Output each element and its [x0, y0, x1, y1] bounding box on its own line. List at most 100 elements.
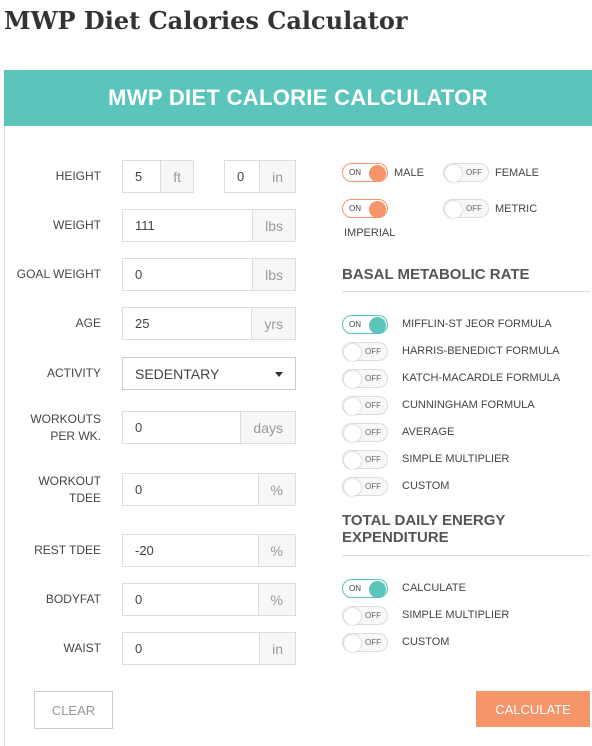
toggle-knob — [369, 165, 386, 182]
option-label: CUSTOM — [402, 636, 450, 648]
toggle-label: MALE — [394, 167, 424, 179]
toggle-state: ON — [349, 584, 361, 593]
clear-button[interactable]: CLEAR — [34, 691, 113, 729]
unit-addon: % — [257, 535, 295, 566]
option-label: MIFFLIN-ST JEOR FORMULA — [402, 318, 552, 330]
option-label: CUSTOM — [402, 480, 450, 492]
option-label: HARRIS-BENEDICT FORMULA — [402, 345, 560, 357]
input-value: 0 — [135, 592, 143, 607]
input-value: 5 — [135, 169, 143, 184]
toggle-knob — [344, 608, 361, 625]
field-label: ACTIVITY — [46, 366, 101, 380]
toggle-knob — [445, 165, 462, 182]
option-label: CUNNINGHAM FORMULA — [402, 399, 535, 411]
toggle[interactable]: OFF — [443, 199, 489, 218]
option-label: AVERAGE — [402, 426, 455, 438]
toggle-knob — [344, 635, 361, 652]
toggle-state: OFF — [365, 482, 381, 491]
unit-addon: ft — [160, 161, 193, 192]
toggle[interactable]: OFF — [342, 342, 388, 361]
toggle[interactable]: ON — [342, 579, 388, 598]
input[interactable]: 0% — [122, 583, 296, 616]
toggle-state: ON — [349, 204, 361, 213]
unit-addon: lbs — [252, 210, 295, 241]
toggle-state: OFF — [365, 428, 381, 437]
input[interactable]: 25 yrs — [122, 307, 296, 340]
field-label: BODYFAT — [45, 592, 101, 606]
input[interactable]: 0 days — [122, 411, 296, 444]
input[interactable]: 5 ft — [122, 160, 194, 193]
toggle-knob — [344, 452, 361, 469]
toggle[interactable]: OFF — [342, 606, 388, 625]
option-label: SIMPLE MULTIPLIER — [402, 609, 510, 621]
input-value: 0 — [237, 169, 245, 184]
select-value: SEDENTARY — [135, 365, 220, 382]
toggle-knob — [344, 425, 361, 442]
input[interactable]: 0 lbs — [122, 258, 296, 291]
field-label: WEIGHT — [53, 218, 101, 232]
field-label: WAIST — [63, 641, 101, 655]
caret — [275, 372, 283, 377]
page-title: MWP Diet Calories Calculator — [4, 6, 408, 35]
toggle[interactable]: OFF — [342, 633, 388, 652]
select[interactable]: SEDENTARY — [122, 357, 296, 390]
section-title: BASAL METABOLIC RATE — [342, 266, 530, 283]
field-label: HEIGHT — [55, 169, 101, 183]
toggle-state: OFF — [365, 455, 381, 464]
calculator-panel — [4, 126, 592, 746]
calculator-header: MWP DIET CALORIE CALCULATOR — [4, 70, 592, 126]
toggle-state: OFF — [466, 168, 482, 177]
toggle[interactable]: OFF — [443, 163, 489, 182]
toggle-knob — [344, 398, 361, 415]
toggle-state: ON — [349, 168, 361, 177]
toggle-state: OFF — [365, 347, 381, 356]
input-value: -20 — [135, 543, 154, 558]
input-value: 0 — [135, 482, 143, 497]
toggle-knob — [344, 371, 361, 388]
field-label: WORKOUT TDEE — [38, 473, 101, 505]
toggle-state: OFF — [365, 638, 381, 647]
toggle-knob — [445, 201, 462, 218]
field-label: AGE — [75, 316, 101, 330]
toggle-state: OFF — [466, 204, 482, 213]
section-rule — [342, 291, 590, 292]
input-value: 0 — [135, 267, 143, 282]
toggle[interactable]: OFF — [342, 423, 388, 442]
toggle-state: OFF — [365, 401, 381, 410]
toggle[interactable]: OFF — [342, 477, 388, 496]
toggle[interactable]: ON — [342, 163, 388, 182]
unit-addon: in — [259, 633, 295, 664]
toggle[interactable]: ON — [342, 315, 388, 334]
toggle-label: METRIC — [495, 203, 538, 215]
toggle[interactable]: OFF — [342, 396, 388, 415]
toggle-knob — [344, 344, 361, 361]
option-label: SIMPLE MULTIPLIER — [402, 453, 510, 465]
toggle-state: ON — [349, 320, 361, 329]
toggle-knob — [344, 479, 361, 496]
option-label: KATCH-MACARDLE FORMULA — [402, 372, 561, 384]
input[interactable]: 0% — [122, 473, 296, 506]
toggle-label: IMPERIAL — [344, 227, 396, 239]
input-value: 111 — [135, 218, 155, 233]
field-label: REST TDEE — [34, 543, 101, 557]
toggle-knob — [369, 581, 386, 598]
section-title: TOTAL DAILY ENERGY EXPENDITURE — [342, 512, 506, 546]
input[interactable]: 111 lbs — [122, 209, 296, 242]
section-rule — [342, 555, 590, 556]
unit-addon: yrs — [251, 308, 295, 339]
input-value: 0 — [135, 641, 143, 656]
input[interactable]: 0 in — [224, 160, 296, 193]
unit-addon: in — [259, 161, 295, 192]
toggle[interactable]: OFF — [342, 369, 388, 388]
toggle[interactable]: OFF — [342, 450, 388, 469]
input[interactable]: -20% — [122, 534, 296, 567]
option-label: CALCULATE — [402, 582, 466, 594]
unit-addon: % — [257, 474, 295, 505]
toggle-label: FEMALE — [495, 167, 540, 179]
toggle[interactable]: ON — [342, 199, 388, 218]
unit-addon: days — [240, 412, 295, 443]
calculate-button[interactable]: CALCULATE — [476, 691, 590, 727]
field-label: GOAL WEIGHT — [16, 267, 101, 281]
input[interactable]: 0 in — [122, 632, 296, 665]
